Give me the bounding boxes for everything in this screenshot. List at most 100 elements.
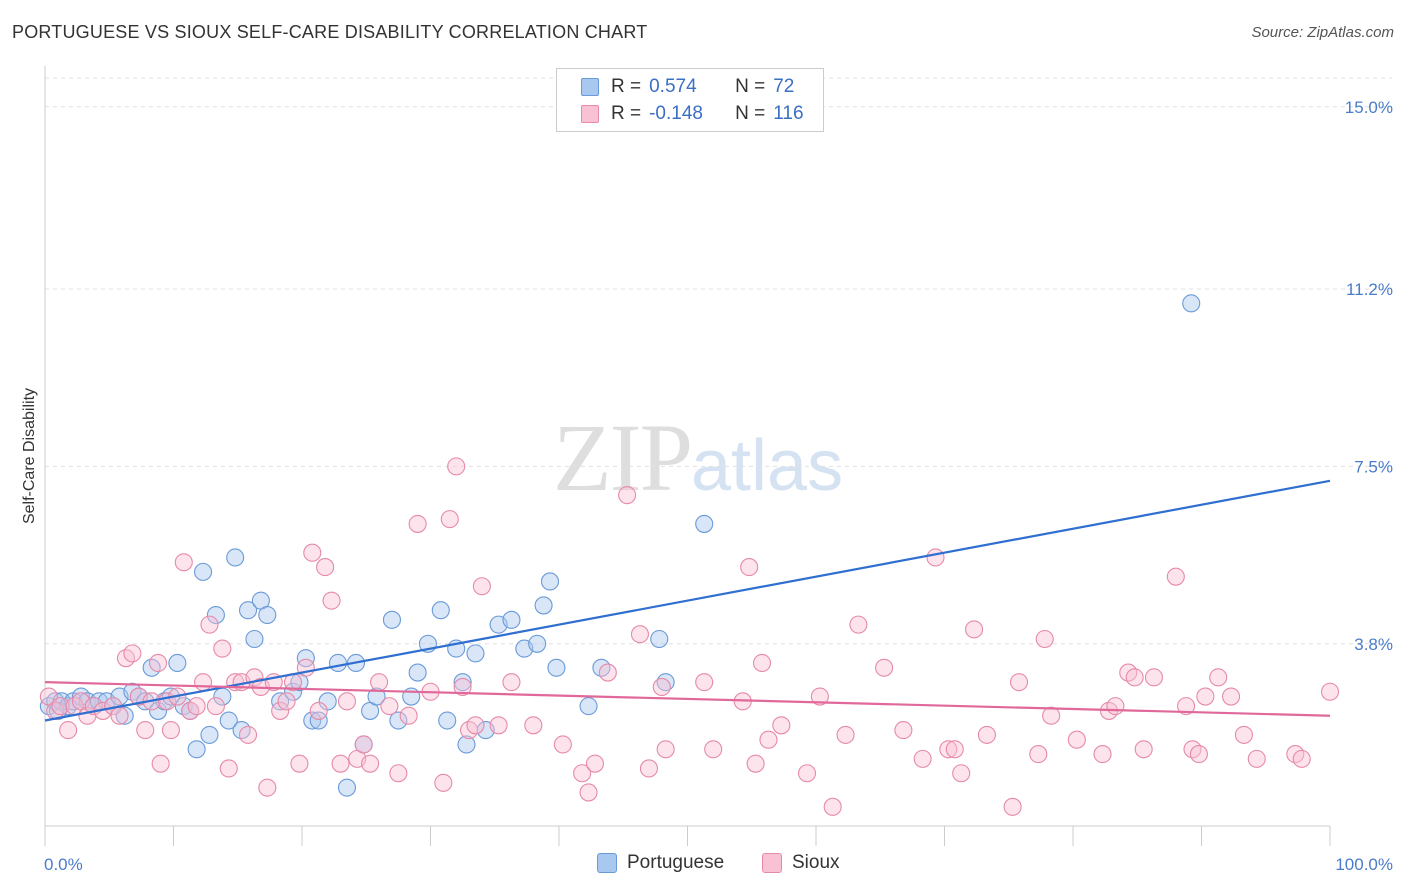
n-label: N = (735, 76, 766, 97)
sioux-point (447, 457, 466, 476)
sioux-point (277, 692, 296, 711)
sioux-point (238, 725, 258, 744)
legend-label-portuguese: Portuguese (627, 852, 725, 873)
sioux-point (579, 783, 598, 802)
sioux-point (639, 759, 659, 778)
sioux-point (213, 639, 232, 658)
sioux-point (110, 706, 129, 725)
sioux-point (1029, 745, 1048, 764)
sioux-point (399, 706, 418, 725)
legend-swatch-sioux (762, 853, 782, 873)
portuguese-point (650, 629, 669, 649)
grid-lines (45, 77, 1392, 645)
n-label: N = (735, 103, 766, 124)
legend-swatch-portuguese (581, 78, 599, 96)
sioux-point (331, 754, 350, 773)
sioux-point (1247, 749, 1266, 768)
portuguese-point (502, 610, 521, 629)
portuguese-point (528, 634, 547, 653)
sioux-point (354, 735, 373, 754)
portuguese-point (367, 687, 386, 706)
portuguese-point (187, 740, 206, 759)
sioux-point (1144, 668, 1164, 687)
sioux-point (271, 701, 290, 720)
sioux-point (810, 687, 829, 706)
sioux-point (337, 692, 357, 711)
portuguese-point (303, 711, 322, 730)
watermark: ZIPatlas (553, 402, 843, 513)
sioux-point (309, 701, 328, 720)
sioux-point (187, 697, 206, 716)
r-label: R = (611, 103, 642, 124)
sioux-point (585, 754, 605, 773)
portuguese-point (389, 711, 408, 730)
portuguese-trend-line (44, 479, 1331, 722)
portuguese-point (1182, 294, 1201, 313)
sioux-point (1035, 629, 1054, 649)
sioux-point (630, 625, 650, 644)
sioux-point (322, 591, 341, 610)
sioux-point (945, 740, 964, 759)
sioux-point (598, 663, 617, 682)
sioux-point (1166, 567, 1185, 586)
sioux-point (759, 730, 778, 749)
sioux-point (174, 553, 193, 572)
sioux-point (704, 740, 723, 759)
sioux-point (965, 620, 984, 639)
sioux-point (926, 548, 945, 567)
sioux-point (797, 764, 817, 783)
r-value: 0.574 (649, 76, 697, 97)
sioux-point (656, 740, 675, 759)
sioux-point (894, 721, 913, 740)
sioux-point (219, 759, 238, 778)
sioux-point (1320, 682, 1340, 701)
portuguese-point (431, 601, 450, 620)
sioux-point (752, 653, 772, 673)
portuguese-point (547, 658, 566, 677)
chart-title: PORTUGUESE VS SIOUX SELF-CARE DISABILITY… (12, 22, 648, 42)
sioux-point (316, 558, 335, 577)
y-tick-label: 15.0% (1345, 98, 1393, 117)
sioux-point (823, 797, 842, 816)
sioux-point (151, 754, 170, 773)
sioux-point (389, 764, 408, 783)
sioux-point (772, 716, 791, 735)
sioux-point (652, 677, 671, 696)
sioux-trend-line (44, 681, 1331, 717)
sioux-point (740, 558, 759, 577)
sioux-point (746, 754, 765, 773)
sioux-point (303, 543, 322, 562)
legend-item-sioux[interactable]: Sioux (762, 852, 840, 874)
stats-legend: R = 0.574 N = 72 R = -0.148 N = 116 (556, 68, 824, 132)
legend-item-portuguese[interactable]: Portuguese (597, 852, 724, 874)
y-tick-label: 7.5% (1354, 457, 1393, 476)
sioux-point (51, 697, 70, 716)
series-legend: Portuguese Sioux (0, 852, 1406, 878)
sioux-point (200, 615, 219, 634)
legend-label-sioux: Sioux (792, 852, 840, 873)
sioux-point (290, 754, 309, 773)
sioux-point (149, 653, 168, 673)
y-tick-label: 3.8% (1354, 635, 1393, 654)
data-points (39, 294, 1340, 816)
portuguese-point (226, 548, 245, 567)
sioux-point (1292, 749, 1311, 768)
sioux-point (136, 721, 155, 740)
portuguese-point (258, 605, 277, 625)
legend-row-sioux: R = -0.148 N = 116 (581, 101, 804, 127)
portuguese-point (408, 663, 427, 682)
sioux-point (1209, 668, 1228, 687)
sioux-point (1177, 697, 1196, 716)
sioux-point (370, 673, 389, 692)
portuguese-point (238, 601, 258, 620)
sioux-point (977, 725, 996, 744)
sioux-point (472, 577, 491, 596)
sioux-point (123, 644, 142, 663)
portuguese-point (245, 629, 264, 649)
x-tick-label: 100.0% (1335, 855, 1393, 874)
sioux-point (161, 721, 180, 740)
y-axis-label: Self-Care Disability (21, 388, 38, 524)
portuguese-point (457, 735, 476, 754)
sioux-point (1067, 730, 1086, 749)
